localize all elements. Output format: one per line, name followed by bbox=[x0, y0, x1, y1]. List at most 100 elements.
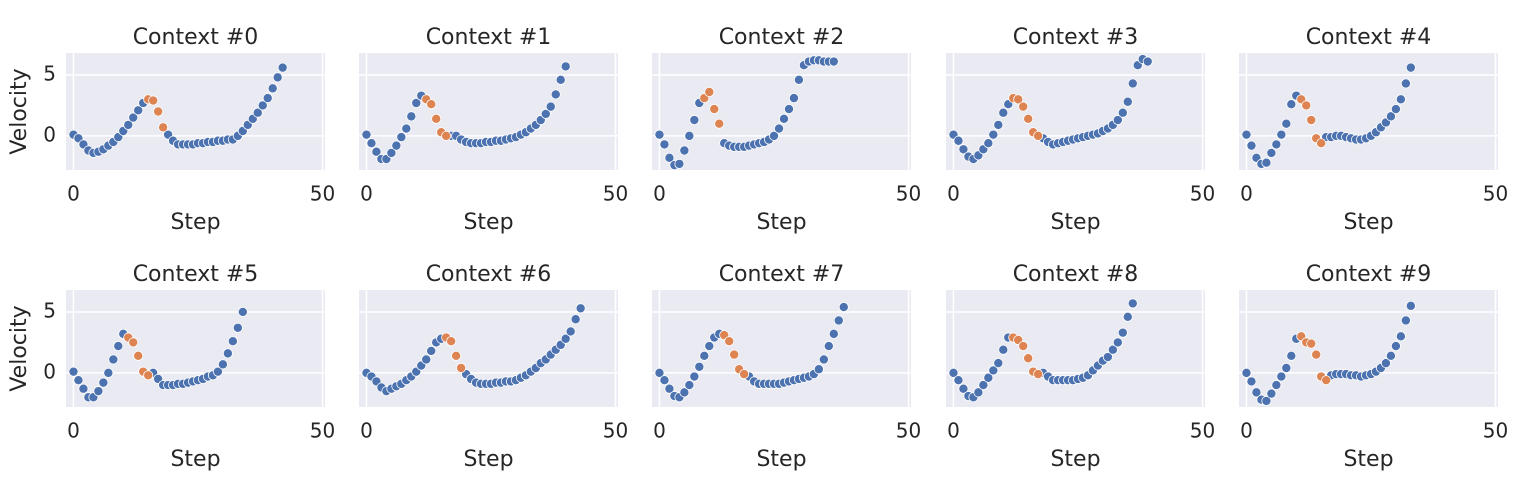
scatter-point bbox=[774, 123, 785, 134]
scatter-point bbox=[411, 97, 422, 108]
scatter-point bbox=[993, 358, 1004, 369]
scatter-point bbox=[1276, 371, 1287, 382]
scatter-point bbox=[1281, 118, 1292, 129]
scatter-point bbox=[813, 364, 824, 375]
scatter-point bbox=[540, 108, 551, 119]
scatter-point bbox=[953, 375, 964, 386]
scatter-point bbox=[1316, 138, 1327, 149]
scatter-point bbox=[232, 322, 243, 333]
scatter-point bbox=[1380, 358, 1391, 369]
scatter-point bbox=[128, 112, 139, 123]
x-tick-label: 0 bbox=[360, 419, 373, 443]
scatter-point bbox=[1112, 337, 1123, 348]
scatter-point bbox=[1251, 387, 1262, 398]
scatter-point bbox=[1400, 78, 1411, 89]
scatter-point bbox=[108, 354, 119, 365]
scatter-point bbox=[1246, 140, 1257, 151]
scatter-point bbox=[575, 303, 586, 314]
scatter-point bbox=[212, 366, 223, 377]
scatter-point bbox=[1400, 315, 1411, 326]
scatter-point bbox=[158, 122, 169, 133]
scatter-point bbox=[988, 365, 999, 376]
scatter-point bbox=[441, 130, 452, 141]
x-tick-label: 50 bbox=[1483, 182, 1508, 206]
scatter-point bbox=[1127, 298, 1138, 309]
scatter-point bbox=[1385, 111, 1396, 122]
x-tick-label: 0 bbox=[653, 182, 666, 206]
scatter-point bbox=[73, 375, 84, 386]
scatter-point bbox=[78, 383, 89, 394]
scatter-point bbox=[217, 359, 228, 370]
plot-area bbox=[1239, 290, 1498, 407]
scatter-point bbox=[1246, 376, 1257, 387]
x-axis-label: Step bbox=[463, 447, 513, 472]
scatter-point bbox=[565, 326, 576, 337]
x-tick-label: 50 bbox=[1483, 419, 1508, 443]
scatter-point bbox=[153, 106, 164, 117]
scatter-point bbox=[769, 130, 780, 141]
scatter-point bbox=[993, 119, 1004, 130]
scatter-point bbox=[227, 336, 238, 347]
plot-area bbox=[652, 53, 911, 170]
scatter-point bbox=[222, 348, 233, 359]
scatter-point bbox=[133, 105, 144, 116]
scatter-point bbox=[406, 111, 417, 122]
scatter-point bbox=[371, 146, 382, 157]
x-axis-label: Step bbox=[463, 210, 513, 235]
scatter-point bbox=[366, 138, 377, 149]
scatter-point bbox=[545, 101, 556, 112]
plot-area bbox=[946, 290, 1205, 407]
scatter-point bbox=[1142, 56, 1153, 67]
scatter-point bbox=[973, 387, 984, 398]
scatter-point bbox=[1107, 344, 1118, 355]
x-tick-label: 50 bbox=[310, 182, 335, 206]
x-tick-label: 0 bbox=[67, 419, 80, 443]
scatter-point bbox=[148, 95, 159, 106]
x-axis-label: Step bbox=[756, 447, 806, 472]
scatter-point bbox=[560, 61, 571, 72]
scatter-point bbox=[1241, 367, 1252, 378]
scatter-point bbox=[361, 129, 372, 140]
x-tick-label: 50 bbox=[896, 419, 921, 443]
x-axis-label: Step bbox=[1050, 447, 1100, 472]
scatter-point bbox=[1306, 115, 1317, 126]
scatter-point bbox=[560, 333, 571, 344]
chart-title: Context #0 bbox=[133, 25, 259, 50]
scatter-point bbox=[704, 87, 715, 98]
scatter-point bbox=[1117, 107, 1128, 118]
scatter-point bbox=[709, 104, 720, 115]
scatter-point bbox=[788, 93, 799, 104]
x-axis-label: Step bbox=[756, 210, 806, 235]
scatter-point bbox=[1286, 350, 1297, 361]
scatter-point bbox=[123, 119, 134, 130]
x-axis-label: Step bbox=[1050, 210, 1100, 235]
scatter-point bbox=[1018, 101, 1029, 112]
scatter-point bbox=[778, 113, 789, 124]
scatter-point bbox=[689, 371, 700, 382]
scatter-point bbox=[1301, 100, 1312, 111]
scatter-point bbox=[421, 354, 432, 365]
scatter-point bbox=[679, 145, 690, 156]
scatter-point bbox=[68, 366, 79, 377]
scatter-point bbox=[426, 99, 437, 110]
scatter-point bbox=[654, 129, 665, 140]
scatter-point bbox=[550, 89, 561, 100]
scatter-point bbox=[659, 139, 670, 150]
x-tick-label: 0 bbox=[947, 419, 960, 443]
scatter-point bbox=[1390, 341, 1401, 352]
x-tick-label: 50 bbox=[896, 182, 921, 206]
chart-title: Context #4 bbox=[1306, 25, 1432, 50]
x-tick-label: 50 bbox=[310, 419, 335, 443]
x-tick-label: 50 bbox=[1190, 182, 1215, 206]
scatter-point bbox=[1127, 78, 1138, 89]
scatter-point bbox=[958, 144, 969, 155]
scatter-point bbox=[654, 367, 665, 378]
scatter-point bbox=[689, 115, 700, 126]
scatter-point bbox=[98, 377, 109, 388]
y-axis-label: Velocity bbox=[7, 305, 32, 391]
chart-title: Context #6 bbox=[426, 262, 552, 287]
scatter-point bbox=[694, 361, 705, 372]
scatter-point bbox=[1321, 375, 1332, 386]
chart-title: Context #2 bbox=[719, 25, 845, 50]
